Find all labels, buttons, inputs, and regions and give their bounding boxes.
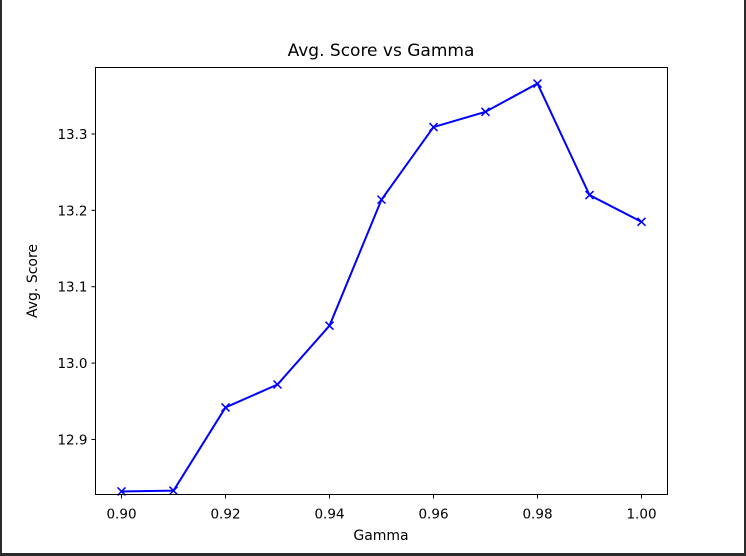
window-border-bottom: [0, 553, 746, 556]
data-point-marker: [220, 402, 231, 412]
x-axis-label: Gamma: [353, 528, 408, 544]
plot-frame: [95, 67, 668, 495]
x-axis: 0.90 0.92 0.94 0.96 0.98 1.00: [106, 494, 657, 523]
x-tick-label: 0.90: [106, 507, 136, 523]
chart-title: Avg. Score vs Gamma: [288, 41, 475, 61]
y-tick-label: 13.2: [57, 203, 87, 219]
x-tick-label: 0.92: [210, 507, 240, 523]
data-point-marker: [636, 217, 647, 227]
x-tick-label: 0.94: [314, 507, 344, 523]
x-tick-label: 1.00: [626, 507, 656, 523]
y-tick-label: 13.1: [57, 280, 87, 296]
y-tick-label: 12.9: [57, 433, 87, 449]
y-tick-label: 13.3: [57, 127, 87, 143]
data-point-marker: [584, 190, 595, 200]
x-tick-label: 0.96: [418, 507, 448, 523]
plot-area: [116, 79, 647, 496]
data-point-marker: [480, 107, 491, 117]
data-point-marker: [532, 79, 543, 89]
window-border-left: [0, 0, 2, 556]
series-line: [121, 82, 642, 493]
data-point-marker: [324, 321, 335, 331]
data-point-marker: [168, 486, 179, 496]
window-border-right: [744, 0, 746, 556]
data-point-marker: [272, 379, 283, 390]
data-point-marker: [376, 195, 387, 205]
y-axis: 12.9 13.0 13.1 13.2 13.3: [57, 127, 96, 449]
y-axis-label: Avg. Score: [25, 244, 41, 318]
data-point-marker: [428, 122, 439, 132]
y-tick-label: 13.0: [57, 356, 87, 372]
x-tick-label: 0.98: [522, 507, 552, 523]
